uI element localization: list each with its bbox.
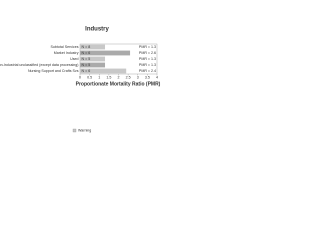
chart-title: Industry [85,27,109,33]
y-tick-label: Non-Industrial unclassified (except data… [0,63,79,67]
bar [80,56,106,62]
n-label: N = 6 [82,51,91,55]
value-label: PMR = 1.3 [139,57,156,61]
legend-swatch [72,128,77,133]
x-tick-label: 3.5 [145,75,150,79]
bar [80,62,106,68]
bar [80,44,106,50]
value-label: PMR = 2.4 [139,69,156,73]
x-tick-label: 1 [98,75,100,79]
y-tick-label: Used [70,57,78,61]
chart: Industry Proportionate Mortality Ratio (… [0,27,161,133]
y-tick-label: Market Industry [54,51,79,55]
x-tick-label: 2 [118,75,120,79]
n-label: N = 8 [82,45,91,49]
value-label: PMR = 1.3 [139,63,156,67]
bar [80,50,131,56]
legend-label: Warning [78,129,91,133]
value-label: PMR = 1.3 [139,45,156,49]
n-label: N = 6 [82,69,91,73]
x-tick-label: 0 [79,75,81,79]
y-tick-label: Subtotal Services [51,45,79,49]
x-tick-label: 3 [137,75,139,79]
x-axis-title: Proportionate Mortality Ratio (PMR) [76,81,161,87]
x-tick-label: 0.5 [87,75,92,79]
x-tick-label: 2.5 [126,75,131,79]
x-tick-label: 4 [156,75,158,79]
n-label: N = 5 [82,63,91,67]
y-tick-label: Nursing Support and Crafts Svs [28,69,79,73]
bar [80,68,127,74]
n-label: N = 5 [82,57,91,61]
x-tick-label: 1.5 [106,75,111,79]
value-label: PMR = 2.6 [139,51,156,55]
